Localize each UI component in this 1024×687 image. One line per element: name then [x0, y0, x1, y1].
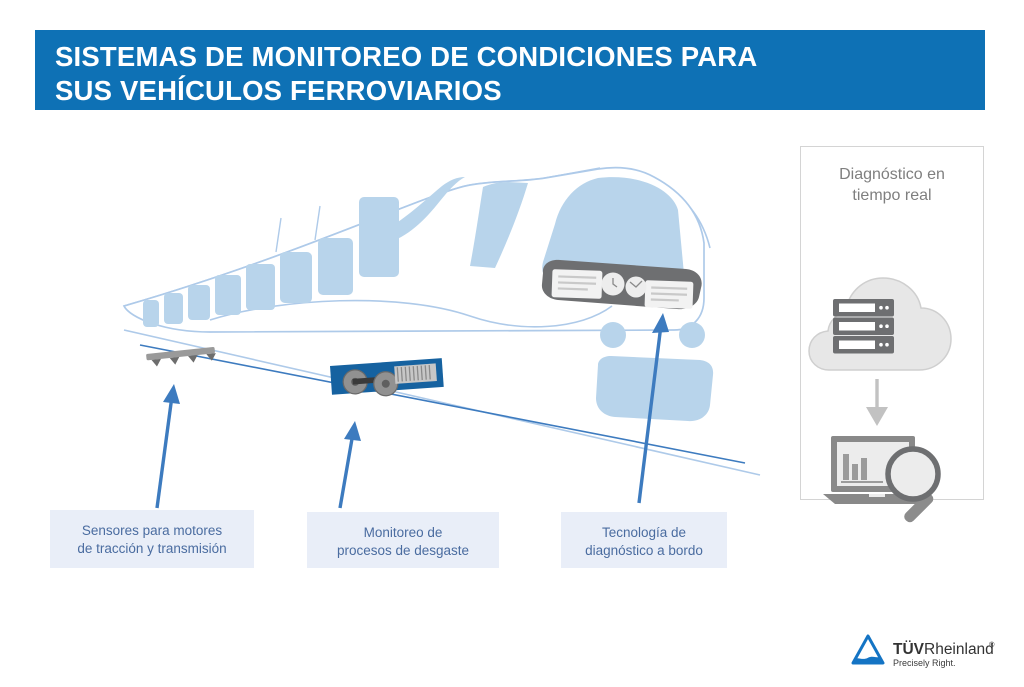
- svg-text:®: ®: [989, 640, 995, 649]
- svg-text:Precisely Right.: Precisely Right.: [893, 658, 956, 668]
- svg-text:TÜVRheinland: TÜVRheinland: [893, 641, 994, 658]
